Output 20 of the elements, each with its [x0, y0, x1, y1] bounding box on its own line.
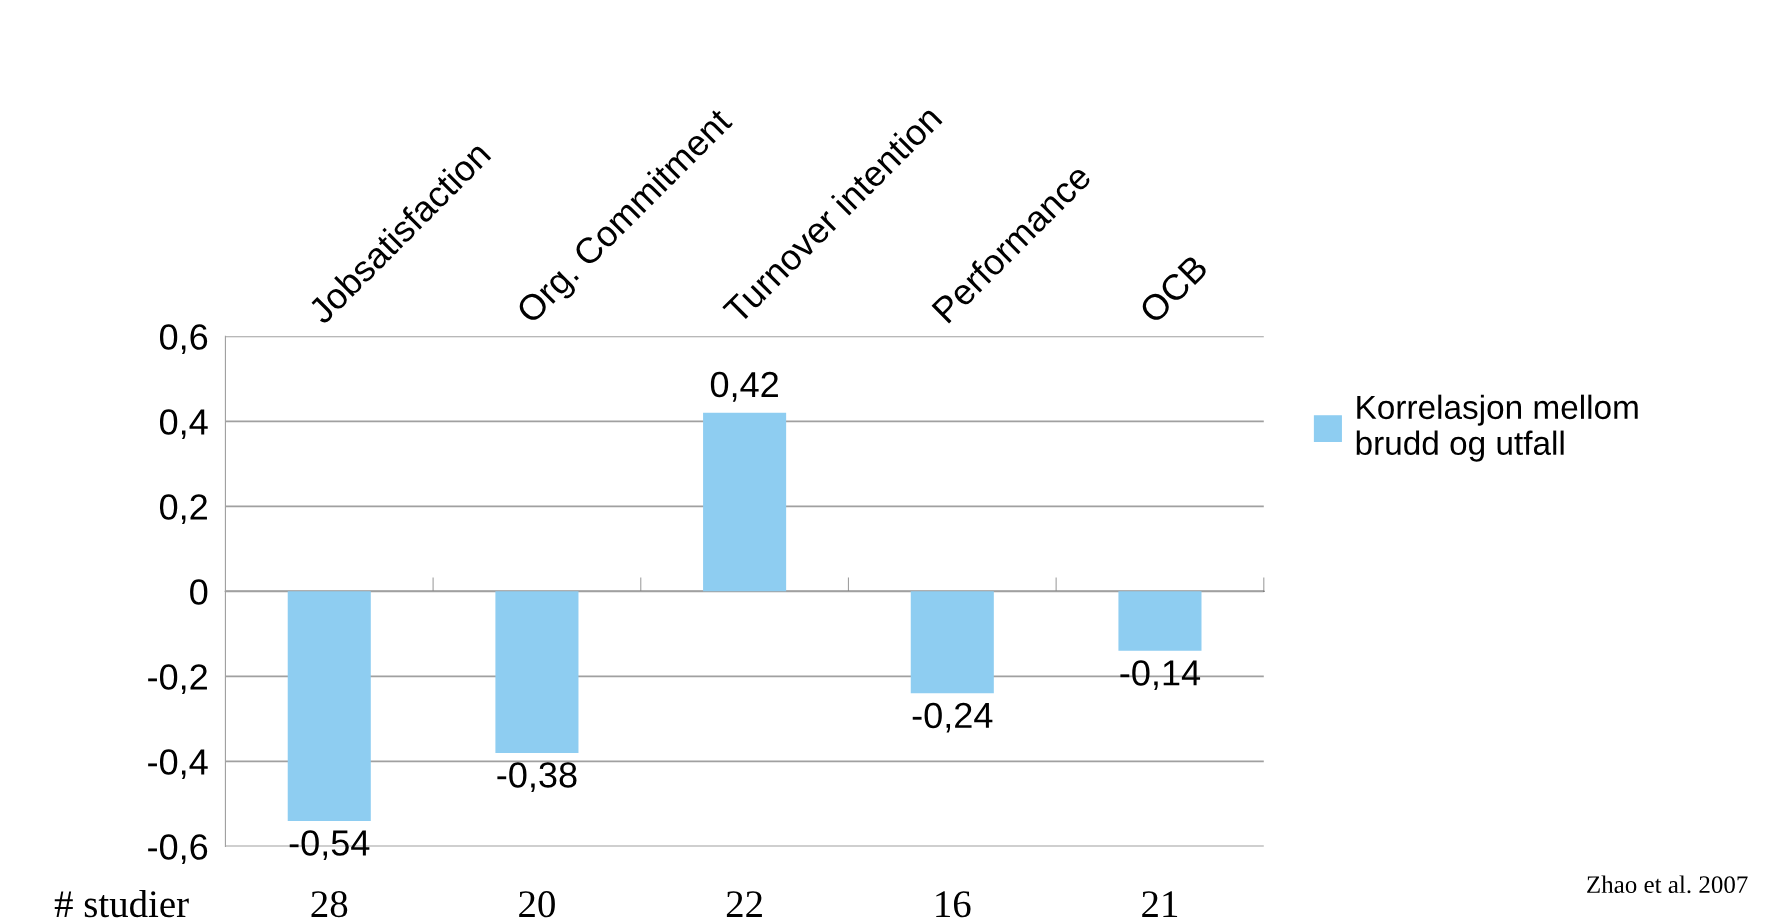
data-label: -0,54 [289, 830, 370, 861]
y-tick-label: 0,6 [159, 324, 208, 355]
text: 28 [311, 891, 348, 918]
y-tick-label: -0,6 [148, 834, 208, 865]
y-tick-label: 0 [190, 579, 208, 605]
text: 16 [936, 891, 971, 918]
y-tick-label: 0,2 [159, 494, 207, 525]
data-label: -0,14 [1120, 660, 1201, 690]
y-tick-label: -0,4 [148, 749, 208, 780]
legend-label: Korrelasjon mellom brudd og utfall [1356, 394, 1638, 462]
data-label: 0,42 [710, 371, 778, 402]
text: # studier [54, 889, 189, 918]
text: 20 [519, 891, 555, 918]
text: 21 [1142, 891, 1178, 917]
data-label: -0,38 [497, 762, 577, 792]
y-tick-label: -0,2 [148, 664, 207, 695]
text: 22 [726, 891, 762, 917]
data-label: -0,24 [912, 702, 993, 733]
y-tick-label: 0,4 [159, 409, 208, 440]
text: Zhao et al. 2007 [1587, 875, 1748, 894]
